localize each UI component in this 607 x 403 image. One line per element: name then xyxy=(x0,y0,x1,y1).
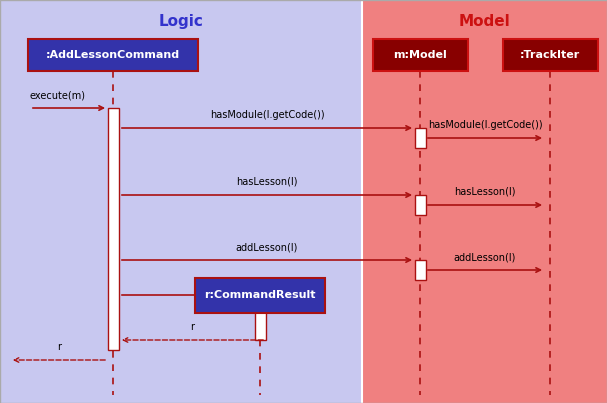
Bar xyxy=(415,128,426,148)
Bar xyxy=(362,0,607,403)
Text: addLesson(l): addLesson(l) xyxy=(236,242,298,252)
Text: Logic: Logic xyxy=(158,14,203,29)
Bar xyxy=(0,0,362,403)
Text: r: r xyxy=(190,322,194,332)
Text: r: r xyxy=(57,342,61,352)
Text: hasModule(l.getCode()): hasModule(l.getCode()) xyxy=(209,110,324,120)
Text: r:CommandResult: r:CommandResult xyxy=(204,290,316,300)
Bar xyxy=(415,260,426,280)
Text: hasLesson(l): hasLesson(l) xyxy=(454,187,516,197)
Text: :TrackIter: :TrackIter xyxy=(520,50,580,60)
Text: execute(m): execute(m) xyxy=(30,90,86,100)
Bar xyxy=(503,39,597,71)
Bar xyxy=(415,195,426,215)
Bar xyxy=(195,278,325,312)
Bar xyxy=(28,39,198,71)
Text: m:Model: m:Model xyxy=(393,50,447,60)
Text: hasModule(l.getCode()): hasModule(l.getCode()) xyxy=(428,120,542,130)
Bar xyxy=(373,39,467,71)
Text: Model: Model xyxy=(458,14,510,29)
Bar xyxy=(254,295,265,340)
Text: addLesson(l): addLesson(l) xyxy=(454,252,516,262)
Text: hasLesson(l): hasLesson(l) xyxy=(236,177,298,187)
Text: :AddLessonCommand: :AddLessonCommand xyxy=(46,50,180,60)
Bar xyxy=(107,108,118,350)
